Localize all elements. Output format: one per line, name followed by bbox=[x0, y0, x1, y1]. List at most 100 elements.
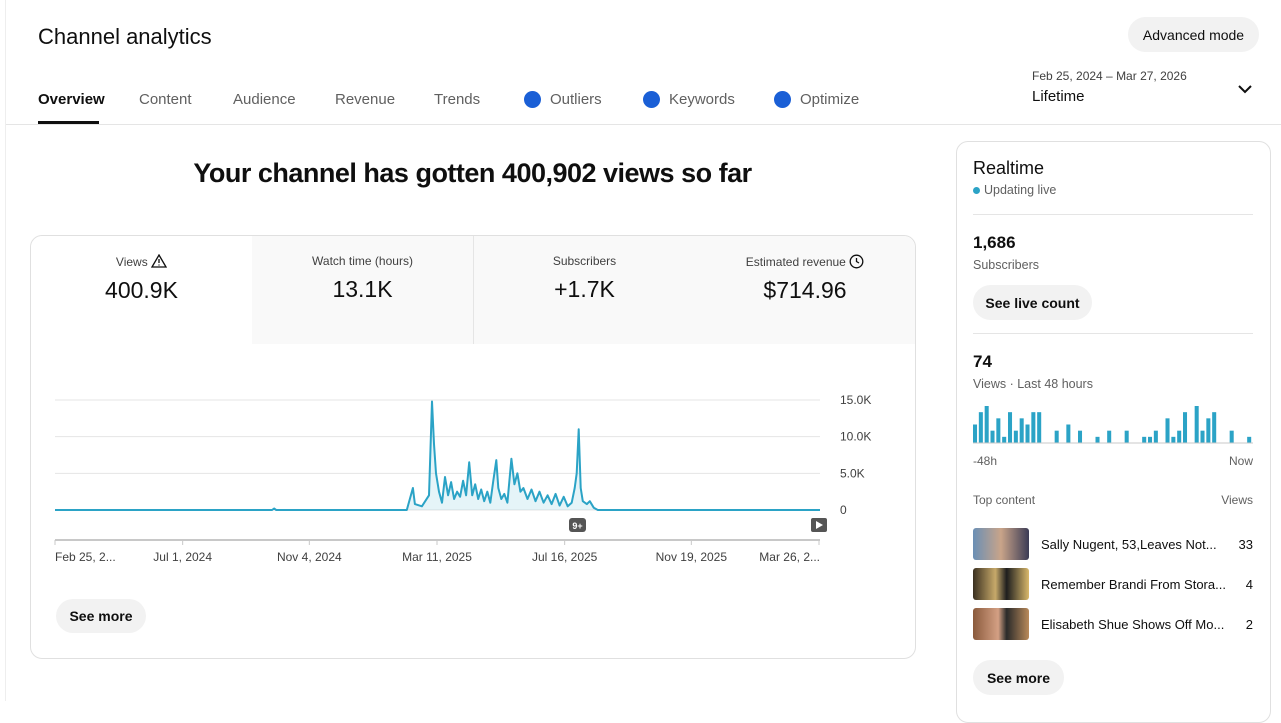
tab-icon bbox=[524, 91, 541, 108]
bar bbox=[1037, 412, 1042, 443]
tab[interactable]: Outliers bbox=[550, 91, 602, 108]
bar bbox=[1031, 412, 1036, 443]
realtime-title: Realtime bbox=[973, 158, 1045, 178]
clock-icon bbox=[849, 254, 864, 269]
bar bbox=[1165, 418, 1170, 443]
divider bbox=[973, 214, 1253, 215]
metric-value: +1.7K bbox=[554, 276, 615, 302]
page: Channel analytics Advanced mode Overview… bbox=[5, 0, 1281, 723]
play-icon bbox=[816, 521, 823, 529]
bar bbox=[1054, 430, 1059, 443]
bar bbox=[1206, 418, 1211, 443]
tab-icon bbox=[643, 91, 660, 108]
warning-icon bbox=[150, 253, 168, 268]
metric-label: Estimated revenue bbox=[695, 254, 915, 269]
x-tick-label: Nov 19, 2025 bbox=[656, 550, 728, 564]
bar bbox=[984, 406, 989, 443]
bar bbox=[1229, 430, 1234, 443]
bar bbox=[978, 412, 983, 443]
bar bbox=[1008, 412, 1013, 443]
tab[interactable]: Overview bbox=[38, 91, 105, 108]
y-tick-label: 15.0K bbox=[840, 393, 871, 407]
see-more-button[interactable]: See more bbox=[973, 660, 1064, 695]
realtime-status: Updating live bbox=[973, 183, 1056, 197]
thumbnail[interactable] bbox=[973, 528, 1029, 560]
tab[interactable]: Revenue bbox=[335, 91, 396, 108]
annotation-badge bbox=[569, 518, 586, 532]
x-label: Now bbox=[1229, 454, 1253, 468]
date-label[interactable]: Lifetime bbox=[1032, 88, 1085, 105]
see-more-button[interactable]: See more bbox=[56, 599, 146, 633]
tab[interactable]: Optimize bbox=[800, 91, 860, 108]
area bbox=[55, 401, 820, 510]
line bbox=[55, 400, 820, 511]
views-chart: 0 5.0K 10.0K 15.0K Feb 25, 2... Jul 1, 2024 No… bbox=[54, 393, 871, 564]
dropdown-chevron[interactable] bbox=[1237, 82, 1253, 96]
metric[interactable]: Watch time (hours) 13.1K bbox=[252, 236, 474, 344]
metric-label: Subscribers bbox=[552, 254, 617, 268]
content-title[interactable]: Remember Brandi From Stora... bbox=[1041, 577, 1226, 592]
metric-value: 13.1K bbox=[332, 276, 393, 302]
x-tick-label: Mar 11, 2025 bbox=[402, 550, 472, 564]
metric-value: $714.96 bbox=[763, 277, 847, 303]
subscriber-label: Subscribers bbox=[973, 258, 1039, 272]
y-tick-label: 0 bbox=[840, 503, 847, 517]
metric-label: Watch time (hours) bbox=[312, 254, 413, 268]
x-tick-label: Mar 26, 2... bbox=[759, 550, 820, 564]
x-tick-label: Feb 25, 2... bbox=[55, 550, 116, 564]
bar bbox=[1153, 430, 1158, 443]
bar bbox=[1200, 430, 1205, 443]
tab-icon bbox=[774, 91, 791, 108]
bar bbox=[1148, 436, 1153, 443]
headline: Your channel has gotten 400,902 views so… bbox=[193, 158, 752, 188]
x-tick-label: Nov 4, 2024 bbox=[277, 550, 342, 564]
annotation: 9+ bbox=[572, 521, 582, 531]
content-views: 33 bbox=[1238, 537, 1253, 552]
live-count-button[interactable]: See live count bbox=[973, 285, 1092, 320]
divider bbox=[6, 124, 1281, 125]
y-tick-label: 5.0K bbox=[840, 466, 865, 480]
bar bbox=[1019, 418, 1024, 443]
bar bbox=[973, 424, 978, 443]
bar bbox=[1066, 424, 1071, 443]
views-label: Views · Last 48 hours bbox=[973, 377, 1093, 391]
thumbnail[interactable] bbox=[973, 568, 1029, 600]
metric-label: Views bbox=[31, 253, 252, 269]
content-title[interactable]: Sally Nugent, 53,Leaves Not... bbox=[1041, 537, 1217, 552]
bar bbox=[1002, 436, 1007, 443]
views-count: 74 bbox=[973, 352, 992, 371]
bar bbox=[1183, 412, 1188, 443]
thumbnail[interactable] bbox=[973, 608, 1029, 640]
views-heading: Views bbox=[1221, 493, 1253, 507]
bar bbox=[1142, 436, 1147, 443]
divider bbox=[973, 333, 1253, 334]
content-views: 2 bbox=[1245, 617, 1253, 632]
tab-underline bbox=[38, 121, 99, 124]
metric[interactable]: Estimated revenue $714.96 bbox=[695, 236, 915, 344]
content-title[interactable]: Elisabeth Shue Shows Off Mo... bbox=[1041, 617, 1225, 632]
page-title: Channel analytics bbox=[38, 24, 212, 49]
x-tick-label: Jul 16, 2025 bbox=[532, 550, 598, 564]
advanced-mode-button[interactable]: Advanced mode bbox=[1128, 17, 1259, 52]
bar bbox=[990, 430, 995, 443]
tab[interactable]: Content bbox=[139, 91, 192, 108]
content-views: 4 bbox=[1245, 577, 1253, 592]
bar bbox=[1013, 430, 1018, 443]
bar bbox=[1025, 424, 1030, 443]
bar bbox=[1212, 412, 1217, 443]
tab[interactable]: Trends bbox=[434, 91, 481, 108]
bar bbox=[1247, 436, 1252, 443]
bar bbox=[1171, 436, 1176, 443]
live-dot bbox=[973, 187, 980, 194]
date-range: Feb 25, 2024 – Mar 27, 2026 bbox=[1032, 69, 1187, 83]
tab[interactable]: Audience bbox=[233, 91, 296, 108]
tab[interactable]: Keywords bbox=[669, 91, 735, 108]
metric[interactable]: Views 400.9K bbox=[31, 236, 253, 344]
bar bbox=[1124, 430, 1129, 443]
top-content-heading: Top content bbox=[973, 493, 1036, 507]
realtime-bars: -48h Now bbox=[973, 406, 1253, 468]
y-tick-label: 10.0K bbox=[840, 430, 871, 444]
side-border bbox=[5, 0, 6, 701]
metric[interactable]: Subscribers +1.7K bbox=[474, 236, 696, 344]
x-label: -48h bbox=[973, 454, 997, 468]
